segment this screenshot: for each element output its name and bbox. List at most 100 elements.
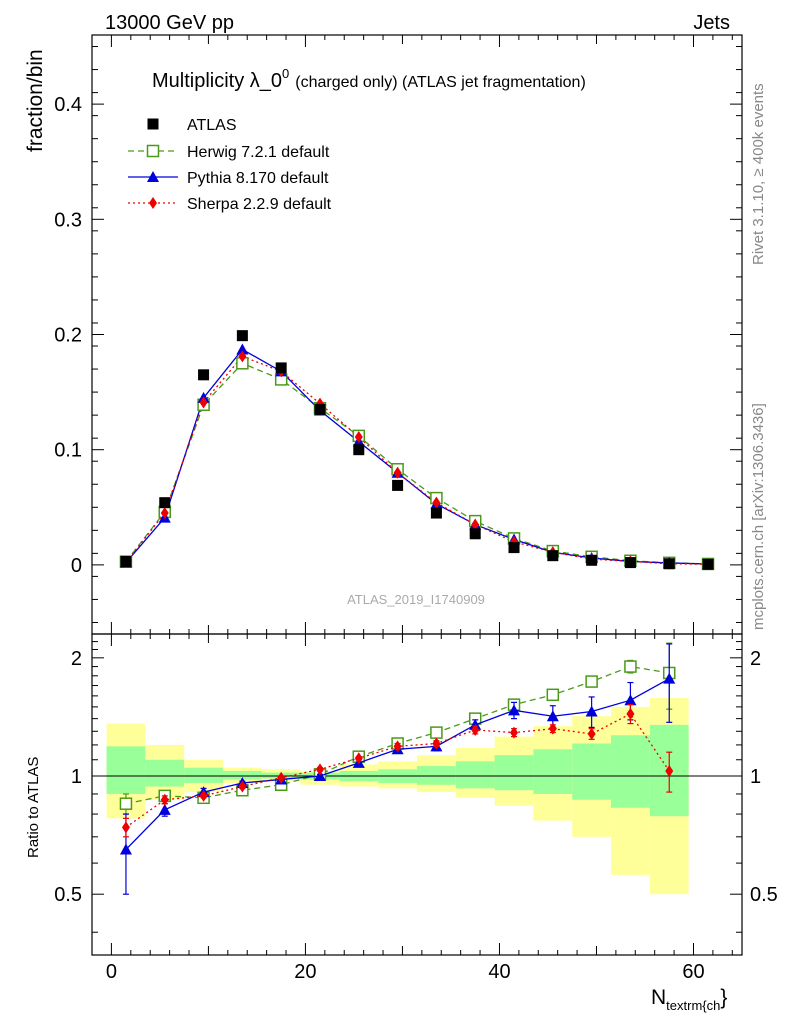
ratio-band-green bbox=[455, 761, 495, 789]
main-data-point bbox=[275, 362, 287, 374]
legend-label: Sherpa 2.2.9 default bbox=[187, 196, 332, 213]
ratio-data-point bbox=[315, 763, 324, 776]
ratio-panel-frame bbox=[91, 633, 743, 956]
main-data-point bbox=[236, 343, 249, 355]
chart-title-superscript: 0 bbox=[282, 66, 289, 81]
ratio-y-tick-label-right: 1 bbox=[750, 766, 761, 788]
ratio-data-point bbox=[585, 675, 598, 688]
main-series-line bbox=[125, 362, 709, 565]
legend-label: Herwig 7.2.1 default bbox=[187, 144, 330, 161]
main-data-point bbox=[160, 507, 169, 520]
legend-marker bbox=[146, 144, 160, 158]
main-data-point bbox=[586, 554, 598, 566]
analysis-watermark: ATLAS_2019_I1740909 bbox=[347, 592, 485, 607]
ratio-series-group bbox=[119, 642, 676, 895]
ratio-data-point bbox=[238, 780, 247, 793]
rivet-label: Rivet 3.1.10, ≥ 400k events bbox=[750, 83, 767, 265]
ratio-data-point bbox=[665, 764, 674, 777]
ratio-y-tick-label-right: 2 bbox=[750, 648, 761, 670]
ratio-data-point bbox=[277, 771, 286, 784]
legend-label: ATLAS bbox=[187, 117, 237, 134]
ratio-data-point bbox=[432, 737, 441, 750]
x-axis-label: Ntextrm{ch} bbox=[651, 986, 727, 1013]
chart-title-main: Multiplicity λ_0 bbox=[152, 70, 282, 92]
axis-ticks: 0 0.1 0.2 0.3 0.4 0 20 40 60 0.5 0.5 1 1 2 2 bbox=[54, 35, 778, 983]
chart-title: Multiplicity λ_00 (charged only) (ATLAS j… bbox=[152, 66, 586, 92]
ratio-data-point bbox=[393, 740, 402, 753]
main-data-point bbox=[508, 542, 520, 554]
main-data-point bbox=[663, 558, 675, 570]
ratio-data-point bbox=[119, 843, 132, 855]
main-data-point bbox=[159, 497, 171, 509]
ratio-data-point bbox=[121, 821, 130, 834]
ratio-y-tick-label-left: 1 bbox=[71, 766, 82, 788]
main-y-tick-label: 0.2 bbox=[54, 325, 82, 347]
main-data-point bbox=[354, 431, 363, 444]
main-series-group bbox=[119, 330, 715, 571]
ratio-data-point bbox=[548, 722, 557, 735]
ratio-data-point bbox=[158, 803, 171, 815]
header-right: Jets bbox=[693, 12, 730, 34]
ratio-band-green bbox=[184, 767, 223, 783]
ratio-data-point bbox=[587, 727, 596, 740]
main-data-point bbox=[624, 557, 636, 569]
ratio-band-green bbox=[533, 749, 573, 794]
mcplots-label: mcplots.cern.ch [arXiv:1306.3436] bbox=[750, 403, 767, 630]
main-data-point bbox=[353, 444, 365, 456]
ratio-data-point bbox=[624, 694, 637, 706]
main-data-point bbox=[236, 330, 248, 342]
ratio-data-point bbox=[624, 660, 637, 673]
ratio-band-green bbox=[222, 770, 262, 780]
header-left: 13000 GeV pp bbox=[105, 12, 234, 34]
ratio-data-point bbox=[546, 710, 559, 722]
legend-marker bbox=[147, 118, 159, 130]
ratio-band-green bbox=[611, 735, 650, 808]
main-data-point bbox=[198, 369, 210, 381]
x-axis-label-sub: textrm{ch bbox=[666, 998, 720, 1013]
ratio-data-point bbox=[663, 672, 676, 684]
x-tick-label: 20 bbox=[294, 961, 316, 983]
x-axis-label-suffix: } bbox=[720, 986, 727, 1009]
main-y-tick-label: 0 bbox=[71, 555, 82, 577]
legend-label: Pythia 8.170 default bbox=[187, 170, 329, 187]
main-data-point bbox=[430, 507, 442, 519]
legend-marker bbox=[149, 197, 157, 209]
ratio-y-tick-label-right: 0.5 bbox=[750, 884, 778, 906]
main-data-point bbox=[238, 350, 247, 363]
ratio-data-point bbox=[119, 797, 133, 810]
ratio-band-green bbox=[572, 743, 612, 800]
ratio-ylabel: Ratio to ATLAS bbox=[25, 757, 42, 858]
main-series-line bbox=[125, 355, 709, 565]
x-axis-label-main: N bbox=[651, 986, 666, 1009]
ratio-data-point bbox=[160, 793, 169, 806]
ratio-y-tick-label-left: 2 bbox=[71, 648, 82, 670]
main-data-point bbox=[547, 550, 559, 562]
ratio-band-green bbox=[145, 759, 185, 787]
main-y-tick-label: 0.1 bbox=[54, 440, 82, 462]
x-tick-label: 40 bbox=[488, 961, 510, 983]
ratio-data-point bbox=[313, 770, 326, 782]
chart-title-subtitle: (charged only) (ATLAS jet fragmentation) bbox=[295, 74, 586, 91]
main-data-point bbox=[471, 518, 480, 531]
x-tick-label: 60 bbox=[682, 961, 704, 983]
main-data-point bbox=[393, 466, 402, 479]
ratio-y-tick-label-left: 0.5 bbox=[54, 884, 82, 906]
ratio-data-point bbox=[546, 688, 560, 702]
main-y-tick-label: 0.3 bbox=[54, 209, 82, 231]
main-data-point bbox=[432, 496, 441, 509]
main-series-line bbox=[125, 348, 709, 565]
ratio-data-point bbox=[199, 789, 208, 802]
ratio-data-point bbox=[430, 726, 443, 739]
main-data-point bbox=[314, 403, 326, 415]
main-y-tick-label: 0.4 bbox=[54, 94, 82, 116]
main-data-point bbox=[392, 479, 404, 491]
ratio-data-point bbox=[471, 723, 480, 736]
main-data-point bbox=[702, 558, 714, 570]
ratio-data-point bbox=[510, 726, 519, 739]
main-data-point bbox=[469, 528, 481, 540]
ratio-data-point bbox=[626, 707, 635, 720]
main-data-point bbox=[199, 396, 208, 409]
ratio-band-green bbox=[494, 755, 534, 791]
ratio-band-green bbox=[106, 746, 146, 794]
ratio-data-point bbox=[585, 705, 598, 717]
